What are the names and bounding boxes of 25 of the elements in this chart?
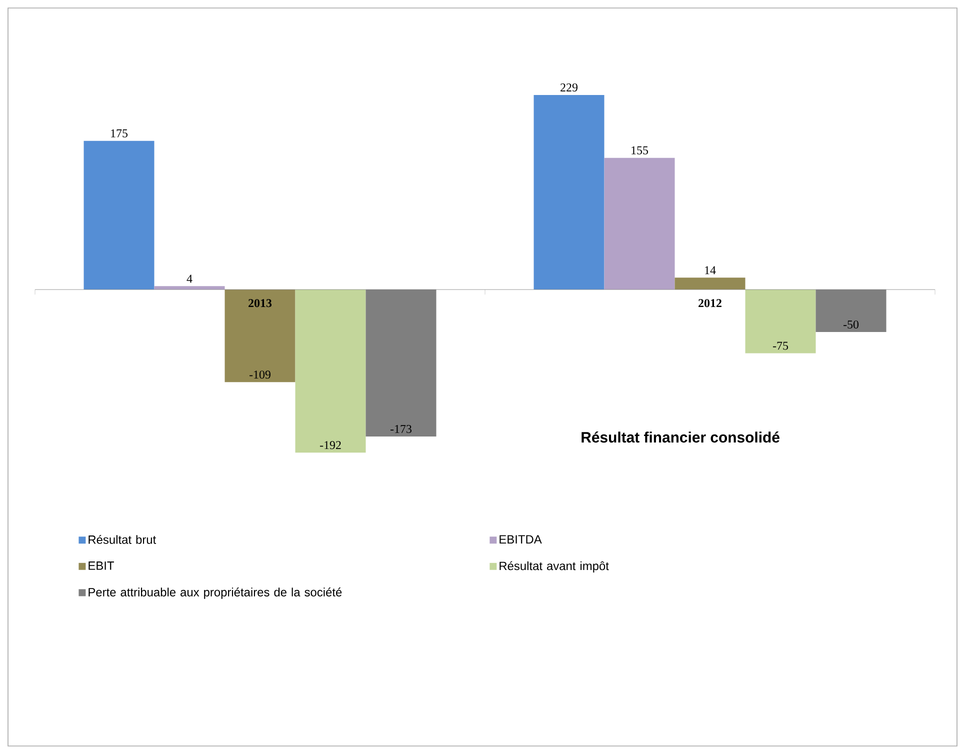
- bar: [745, 290, 816, 354]
- legend-label: EBIT: [88, 562, 114, 570]
- bar: [604, 158, 675, 290]
- data-label: 175: [111, 129, 128, 138]
- x-tick-label: 2013: [248, 299, 272, 308]
- legend-label: Résultat brut: [88, 534, 156, 544]
- data-label: 229: [560, 83, 578, 92]
- data-label: 14: [705, 266, 716, 274]
- legend-label: Résultat avant impôt: [500, 561, 609, 573]
- data-label: 155: [632, 146, 648, 154]
- bar: [295, 290, 366, 453]
- text: Résultat financier consolidé: [582, 432, 780, 443]
- legend-label: Perte attribuable aux propriétaires de la société: [88, 588, 342, 599]
- data-label: -192: [320, 441, 341, 450]
- data-label: -109: [249, 370, 270, 379]
- data-label: -75: [772, 342, 788, 350]
- bar: [674, 278, 746, 290]
- x-tick-label: 2012: [698, 299, 722, 308]
- data-label: -50: [843, 320, 859, 329]
- data-label: 4: [186, 274, 192, 283]
- data-label: -173: [390, 424, 412, 434]
- bar: [224, 290, 296, 382]
- legend-label: EBITDA: [500, 535, 542, 544]
- bar: [534, 95, 604, 290]
- bar: [84, 140, 154, 290]
